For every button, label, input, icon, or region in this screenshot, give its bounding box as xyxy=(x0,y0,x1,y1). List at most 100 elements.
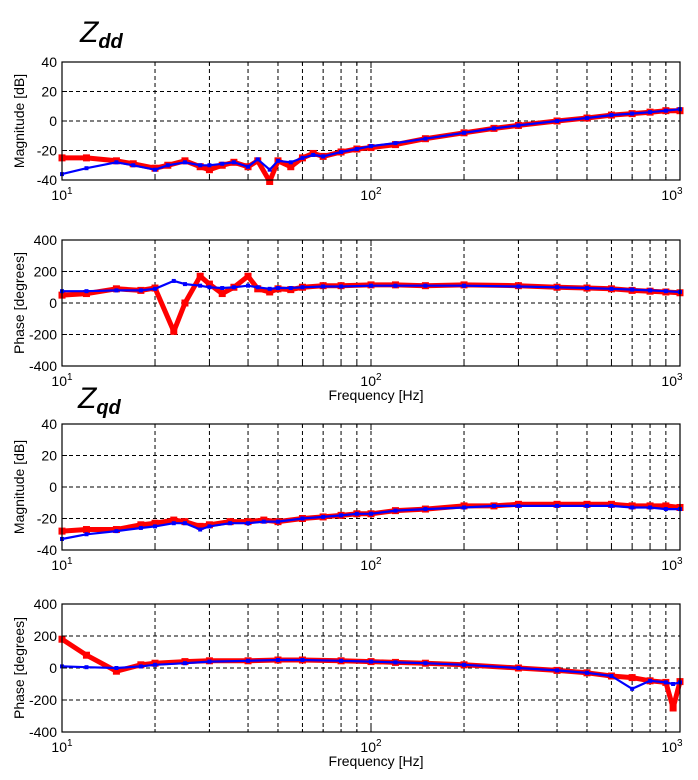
zdd-phase-point-blue xyxy=(648,288,653,293)
zdd-magnitude-point-blue xyxy=(267,167,272,172)
zdd-phase-point-blue xyxy=(663,289,668,294)
zqd-phase-point-blue xyxy=(671,682,676,686)
zdd-magnitude-xtick-label: 101 xyxy=(51,186,73,203)
zqd-title-sub: qd xyxy=(96,397,121,419)
zdd-phase-point-red xyxy=(266,288,274,296)
zdd-magnitude-point-blue xyxy=(423,136,428,141)
zdd-phase-ylabel: Phase [degrees] xyxy=(11,252,27,354)
zdd-magnitude-point-blue xyxy=(231,160,236,165)
zdd-phase-point-blue xyxy=(171,278,176,283)
zdd-phase-point-red xyxy=(244,272,252,280)
zdd-phase-point-red xyxy=(205,280,213,288)
zqd-magnitude-point-blue xyxy=(516,503,521,508)
zqd-magnitude-point-blue xyxy=(300,516,305,521)
zdd-magnitude-plot: -40 -20 0 20 40 101 102 103 Magnitude [dB] xyxy=(11,54,684,203)
zqd-magnitude-point-blue xyxy=(630,505,635,510)
zqd-magnitude-ytick-label: 20 xyxy=(41,448,57,464)
zdd-phase-point-red xyxy=(181,299,189,307)
zdd-phase-plot: -400 -200 0 200 400 101 102 103 Phase [degrees] F… xyxy=(11,232,684,403)
zdd-magnitude-point-blue xyxy=(321,154,326,159)
zqd-magnitude-xtick-label: 102 xyxy=(360,556,382,573)
zqd-phase-series-blue xyxy=(61,658,681,690)
zqd-phase-xlabel: Frequency [Hz] xyxy=(329,753,424,769)
zqd-phase-point-blue xyxy=(300,658,305,662)
zqd-phase-xtick-label: 103 xyxy=(661,738,683,755)
zqd-phase-point-blue xyxy=(393,660,398,665)
zdd-phase-point-blue xyxy=(423,283,428,288)
zdd-phase-xlabel: Frequency [Hz] xyxy=(329,387,424,403)
zqd-phase-point-red xyxy=(628,674,636,682)
zdd-magnitude-ytick-label: -40 xyxy=(37,172,57,188)
zdd-magnitude-ytick-label: 40 xyxy=(41,54,57,70)
zqd-magnitude-point-red xyxy=(662,502,670,510)
zdd-magnitude-point-blue xyxy=(393,141,398,146)
zqd-phase-point-blue xyxy=(114,666,119,670)
zdd-phase-ytick-label: 200 xyxy=(34,264,58,280)
zqd-magnitude-point-blue xyxy=(423,507,428,512)
zdd-phase-xtick-label: 101 xyxy=(51,372,73,389)
zqd-phase-point-red xyxy=(669,704,677,712)
zqd-magnitude-point-blue xyxy=(207,524,212,529)
zdd-phase-xtick-label: 102 xyxy=(360,372,382,389)
zdd-phase-point-blue xyxy=(255,285,260,290)
zdd-phase-point-blue xyxy=(300,285,305,290)
zdd-magnitude-point-blue xyxy=(354,147,359,152)
zqd-magnitude-ytick-label: 40 xyxy=(41,416,57,432)
zdd-phase-point-blue xyxy=(182,282,187,287)
zdd-phase-ytick-label: -200 xyxy=(29,327,57,343)
zdd-magnitude-point-blue xyxy=(491,126,496,131)
zqd-magnitude-point-blue xyxy=(84,532,89,537)
zdd-magnitude-point-blue xyxy=(609,113,614,118)
zqd-phase-ytick-label: 400 xyxy=(34,596,58,612)
zqd-magnitude-point-red xyxy=(151,519,159,527)
zdd-magnitude-point-blue xyxy=(369,144,373,149)
zqd-magnitude-point-blue xyxy=(339,513,344,518)
zdd-phase-point-blue xyxy=(246,283,251,288)
zdd-magnitude-point-blue xyxy=(663,108,668,113)
zdd-magnitude-point-red xyxy=(266,177,274,185)
zdd-magnitude-xtick-label: 103 xyxy=(661,186,683,203)
zdd-phase-point-blue xyxy=(153,286,158,291)
zdd-magnitude-point-blue xyxy=(339,149,344,154)
zqd-magnitude-point-blue xyxy=(275,519,280,524)
zdd-magnitude-point-blue xyxy=(630,111,635,116)
zqd-magnitude-point-blue xyxy=(555,503,560,508)
zqd-phase-point-blue xyxy=(182,661,187,666)
zdd-phase-point-red xyxy=(82,290,90,298)
zqd-phase-point-blue xyxy=(630,686,635,691)
zdd-magnitude-point-blue xyxy=(84,166,89,171)
zqd-phase-point-blue xyxy=(339,658,344,663)
zdd-magnitude-point-blue xyxy=(220,161,225,166)
zqd-magnitude-point-blue xyxy=(153,524,158,529)
zdd-title-main: Z xyxy=(79,16,100,49)
zqd-magnitude-point-blue xyxy=(321,514,326,519)
zqd-phase-point-blue xyxy=(275,658,280,662)
zqd-phase-ylabel: Phase [degrees] xyxy=(11,617,27,719)
zqd-magnitude-point-blue xyxy=(246,521,251,526)
zdd-magnitude-ytick-label: 20 xyxy=(41,84,57,100)
zdd-magnitude-ytick-label: -20 xyxy=(37,143,57,159)
zqd-magnitude-point-red xyxy=(196,522,204,530)
zdd-phase-point-blue xyxy=(321,284,326,289)
zdd-phase-xtick-label: 103 xyxy=(661,372,683,389)
zqd-magnitude-point-blue xyxy=(114,529,119,534)
zdd-magnitude-point-red xyxy=(82,154,90,162)
zqd-magnitude-point-blue xyxy=(354,511,359,516)
zqd-title: Zqd xyxy=(77,382,122,419)
zqd-phase-plot: -400 -200 0 200 400 101 102 103 Phase [degrees] F… xyxy=(11,596,684,769)
zqd-magnitude-point-blue xyxy=(182,521,187,526)
zdd-magnitude-point-red xyxy=(287,163,295,171)
zdd-phase-point-blue xyxy=(207,285,212,290)
zdd-magnitude-point-blue xyxy=(555,119,560,123)
zqd-magnitude-point-red xyxy=(137,521,145,529)
zqd-phase-point-blue xyxy=(516,666,521,670)
zqd-phase-point-blue xyxy=(153,662,158,667)
zdd-magnitude-point-blue xyxy=(198,163,203,168)
zqd-magnitude-point-blue xyxy=(648,505,653,510)
zqd-phase-point-blue xyxy=(369,659,373,664)
zdd-phase-point-blue xyxy=(275,286,280,291)
zdd-magnitude-point-blue xyxy=(165,163,170,168)
zdd-magnitude-point-blue xyxy=(584,116,589,121)
zqd-phase-point-blue xyxy=(138,664,143,669)
zdd-phase-point-blue xyxy=(220,286,225,291)
